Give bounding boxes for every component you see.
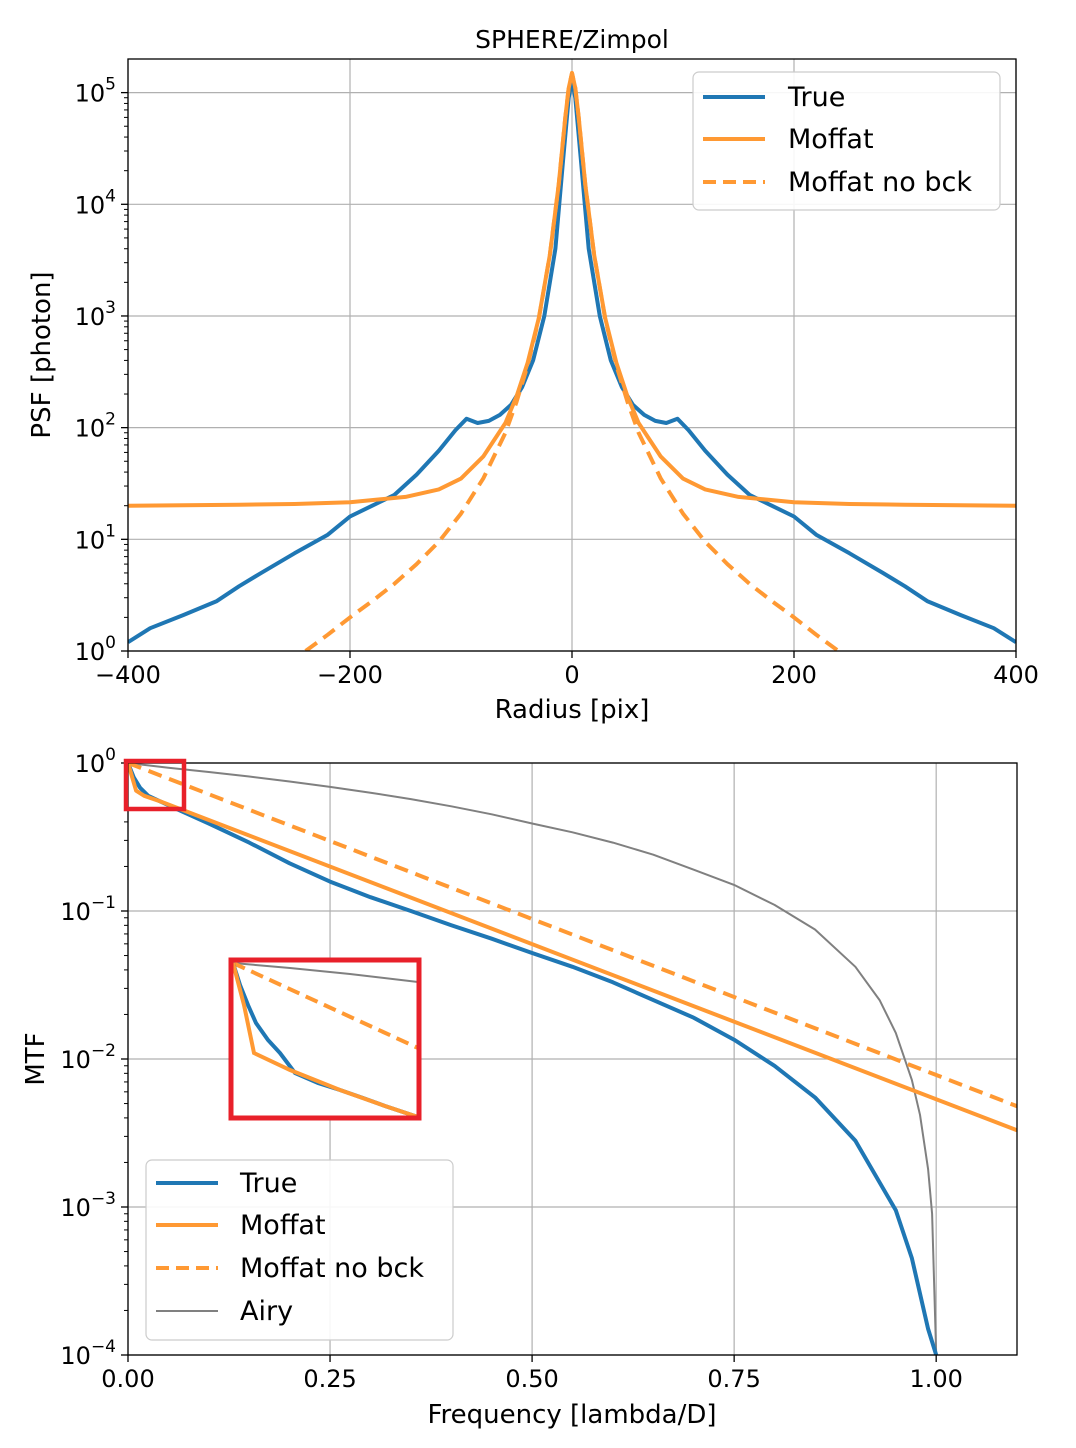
psf-ytick-base: 10 [75,638,106,666]
mtf-ytick-base: 10 [60,898,91,926]
mtf-ytick-base: 10 [60,1046,91,1074]
mtf-legend-label-moffat: Moffat [240,1210,326,1241]
mtf-ytick-exp: −4 [91,1337,116,1357]
psf-plot: SPHERE/Zimpol −400 −200 0 200 40010010110210… [27,25,1039,725]
mtf-ytick-base: 10 [60,1194,91,1222]
psf-legend-label-moffat-nobck: Moffat no bck [788,167,972,198]
mtf-series-airy [128,763,938,1355]
psf-xtick-label: 200 [771,661,817,689]
mtf-ytick-label: 10−2 [60,1041,116,1074]
psf-ytick-label: 105 [75,75,116,108]
psf-ytick-label: 100 [75,633,116,666]
psf-ytick-exp: 5 [105,75,116,95]
psf-ytick-base: 10 [75,80,106,108]
mtf-xtick-label: 0.50 [505,1365,558,1393]
mtf-legend-label-airy: Airy [240,1296,293,1327]
mtf-inset-background [231,960,419,1118]
mtf-legend-label-true: True [239,1168,297,1199]
psf-ytick-label: 104 [75,186,116,219]
psf-legend-box [692,71,1001,211]
psf-ytick-base: 10 [75,191,106,219]
mtf-inset-airy [232,962,419,983]
psf-series [128,71,1016,651]
psf-ytick-label: 103 [75,298,116,331]
mtf-series-moffat-no-bck [128,763,1017,1109]
mtf-legend-box [145,1159,454,1341]
psf-ytick-label: 101 [75,521,116,554]
mtf-ytick-exp: −3 [91,1189,116,1209]
mtf-xlabel: Frequency [lambda/D] [427,1400,716,1430]
psf-xtick-label: −200 [317,661,383,689]
psf-ytick-exp: 4 [105,186,116,206]
psf-ylabel: PSF [photon] [27,271,57,438]
mtf-legend: True Moffat Moffat no bck Airy [145,1159,454,1341]
mtf-ytick-label: 10−1 [60,893,116,926]
mtf-ytick-base: 10 [60,1342,91,1370]
psf-ytick-exp: 1 [105,521,116,541]
mtf-xtick-label: 1.00 [909,1365,962,1393]
mtf-ytick-label: 10−3 [60,1189,116,1222]
mtf-series-moffat [128,763,1017,1133]
psf-ytick-base: 10 [75,303,106,331]
mtf-ytick-exp: −2 [91,1041,116,1061]
mtf-zoom-inset [228,957,422,1121]
mtf-series [128,763,1017,1355]
psf-xlabel: Radius [pix] [495,695,650,725]
mtf-ytick-exp: 0 [105,745,116,765]
mtf-xtick-label: 0.25 [303,1365,356,1393]
mtf-legend-label-moffat-nobck: Moffat no bck [240,1253,424,1284]
psf-title: SPHERE/Zimpol [475,25,669,54]
psf-legend-label-true: True [787,82,845,113]
mtf-ytick-exp: −1 [91,893,116,913]
psf-xtick-label: −400 [95,661,161,689]
mtf-inset-frame [228,957,422,1121]
mtf-inset-moffat-nobck [232,961,419,1050]
psf-ytick-exp: 0 [105,633,116,653]
psf-ytick-base: 10 [75,415,106,443]
mtf-xtick-label: 0.75 [707,1365,760,1393]
mtf-ytick-label: 100 [75,745,116,778]
psf-xtick-label: 400 [993,661,1039,689]
psf-ytick-exp: 3 [105,298,116,318]
psf-ytick-label: 102 [75,410,116,443]
mtf-xtick-label: 0.00 [101,1365,154,1393]
psf-series-moffat-no-bck [304,71,840,651]
psf-ytick-exp: 2 [105,410,116,430]
mtf-ylabel: MTF [21,1032,51,1085]
psf-xtick-label: 0 [564,661,579,689]
mtf-ytick-base: 10 [75,750,106,778]
mtf-ytick-label: 10−4 [60,1337,116,1370]
mtf-highlight-box [123,758,187,812]
mtf-plot: 0.00 0.25 0.50 0.75 1.0010010−110−210−310−4 … [21,745,1018,1430]
psf-ytick-base: 10 [75,526,106,554]
psf-legend-label-moffat: Moffat [788,124,874,155]
psf-legend: True Moffat Moffat no bck [692,71,1001,211]
mtf-inset-moffat [231,962,419,1119]
